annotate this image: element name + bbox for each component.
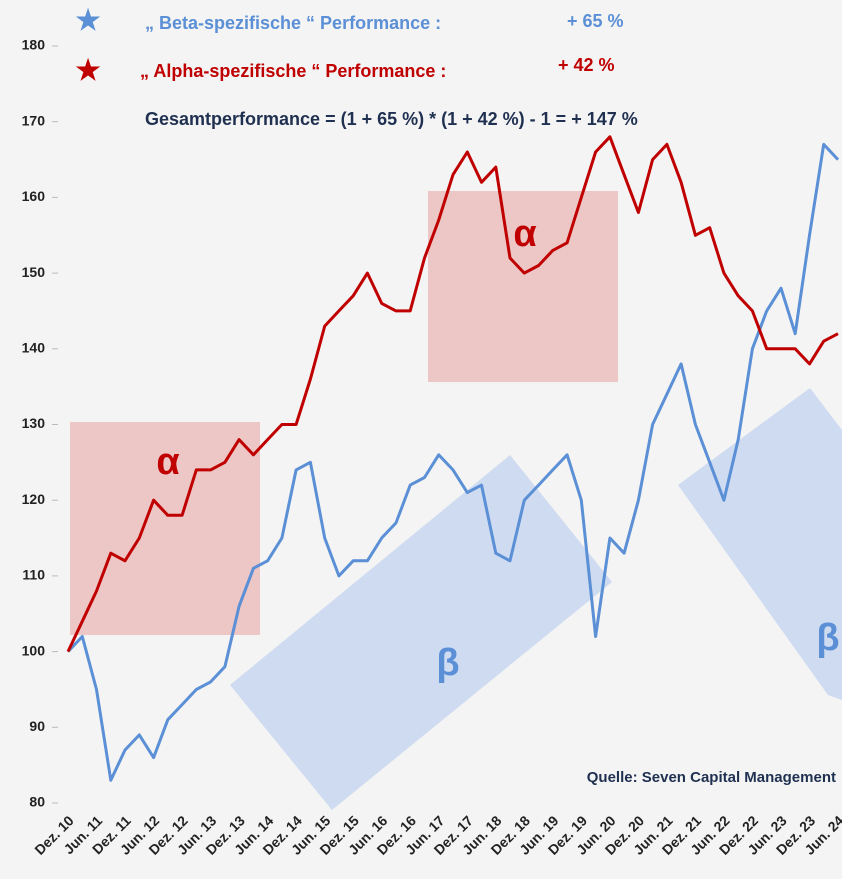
y-tick-label: 80 xyxy=(29,794,45,810)
legend-label: „ Alpha-spezifische “ Performance : xyxy=(140,61,446,81)
alpha-region xyxy=(428,191,618,382)
y-tick-label: 120 xyxy=(22,491,46,507)
beta-region xyxy=(230,455,612,810)
legend-label: „ Beta-spezifische “ Performance : xyxy=(145,13,441,33)
series-line xyxy=(66,135,839,653)
alpha-label: α xyxy=(513,213,536,255)
y-tick-label: 160 xyxy=(22,188,46,204)
star-icon: ★ xyxy=(75,4,100,35)
y-tick-label: 100 xyxy=(22,642,46,658)
legend-value: + 65 % xyxy=(567,11,624,31)
beta-label: β xyxy=(436,642,459,684)
y-tick-label: 110 xyxy=(22,567,45,583)
y-tick-label: 150 xyxy=(22,264,46,280)
beta-label: β xyxy=(816,617,839,659)
annotation: Gesamtperformance = (1 + 65 %) * (1 + 42… xyxy=(145,109,638,129)
series-line xyxy=(66,142,840,782)
y-tick-label: 170 xyxy=(22,112,46,128)
legend-value: + 42 % xyxy=(558,55,615,75)
alpha-label: α xyxy=(156,441,179,483)
y-tick-label: 130 xyxy=(22,415,46,431)
source: Quelle: Seven Capital Management xyxy=(587,769,836,786)
y-tick-label: 180 xyxy=(22,37,46,53)
y-tick-label: 90 xyxy=(29,718,45,734)
star-icon: ★ xyxy=(75,54,100,85)
y-tick-label: 140 xyxy=(22,340,46,356)
beta-region xyxy=(678,388,842,700)
